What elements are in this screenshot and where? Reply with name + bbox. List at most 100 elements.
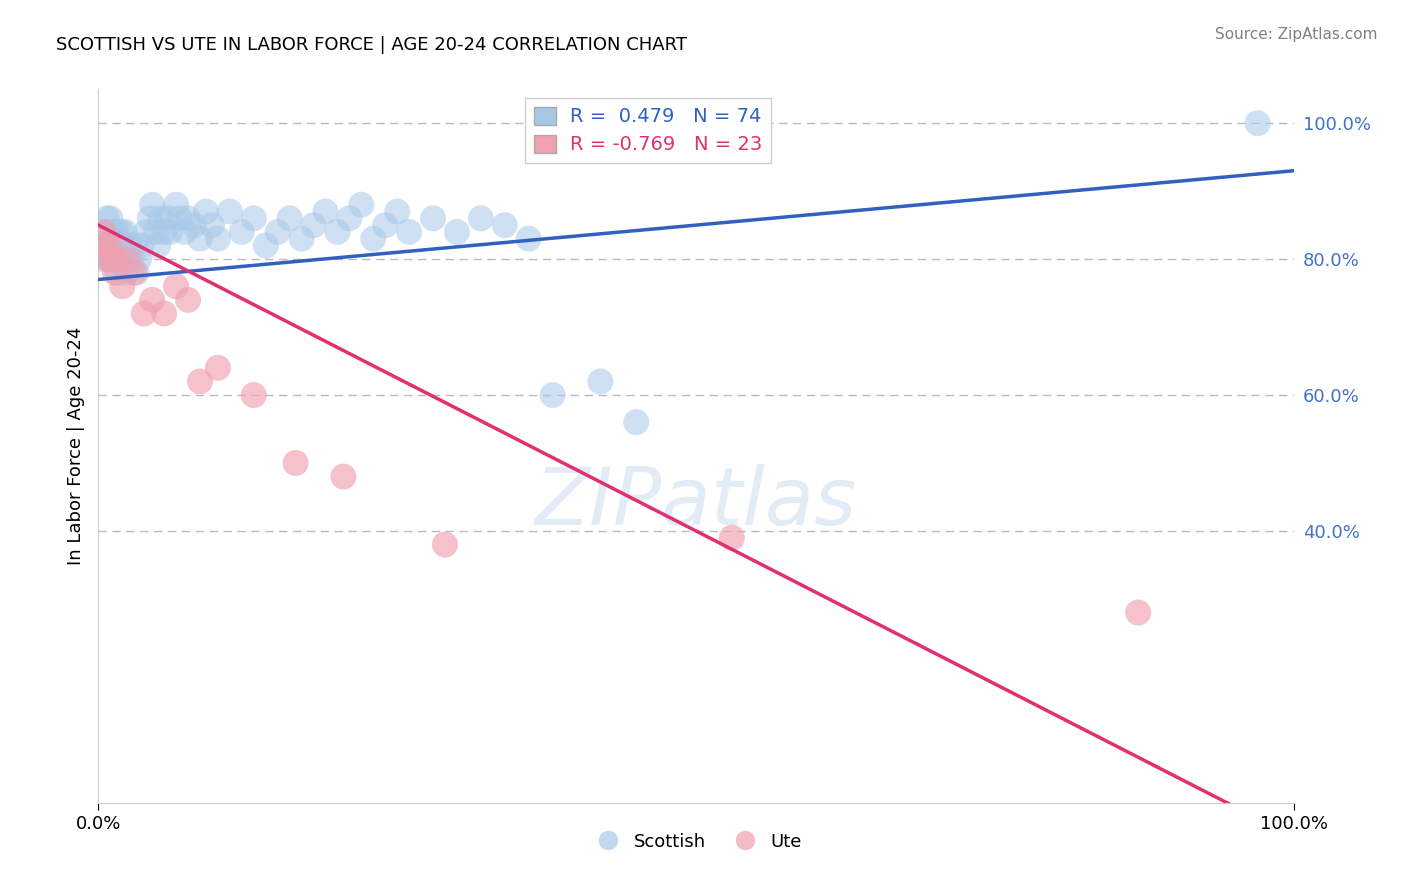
Point bbox=[326, 225, 349, 239]
Point bbox=[159, 225, 181, 239]
Point bbox=[107, 252, 129, 266]
Point bbox=[332, 469, 354, 483]
Point bbox=[721, 531, 744, 545]
Point bbox=[165, 279, 187, 293]
Point bbox=[105, 225, 128, 239]
Point bbox=[315, 204, 337, 219]
Point bbox=[188, 232, 211, 246]
Point bbox=[107, 266, 129, 280]
Point bbox=[115, 266, 138, 280]
Point bbox=[517, 232, 540, 246]
Point bbox=[141, 198, 163, 212]
Point bbox=[98, 238, 122, 252]
Point bbox=[128, 252, 150, 266]
Point bbox=[105, 238, 128, 252]
Point bbox=[117, 252, 139, 266]
Point bbox=[94, 238, 117, 252]
Text: SCOTTISH VS UTE IN LABOR FORCE | AGE 20-24 CORRELATION CHART: SCOTTISH VS UTE IN LABOR FORCE | AGE 20-… bbox=[56, 36, 688, 54]
Point bbox=[107, 252, 129, 266]
Point bbox=[104, 225, 127, 239]
Point bbox=[97, 252, 120, 266]
Point bbox=[350, 198, 373, 212]
Point bbox=[267, 225, 290, 239]
Point bbox=[153, 225, 176, 239]
Point bbox=[153, 306, 176, 320]
Point bbox=[98, 238, 121, 252]
Point bbox=[98, 225, 122, 239]
Point bbox=[98, 252, 122, 266]
Point bbox=[177, 211, 200, 226]
Point bbox=[91, 252, 114, 266]
Point bbox=[243, 388, 266, 402]
Point bbox=[108, 238, 131, 252]
Point bbox=[97, 252, 120, 266]
Point bbox=[98, 238, 122, 252]
Point bbox=[131, 238, 153, 252]
Point bbox=[284, 456, 307, 470]
Point bbox=[188, 375, 211, 389]
Point bbox=[112, 238, 135, 252]
Text: ZIPatlas: ZIPatlas bbox=[534, 464, 858, 542]
Point bbox=[243, 211, 266, 226]
Point bbox=[139, 211, 162, 226]
Point bbox=[125, 266, 148, 280]
Point bbox=[589, 375, 612, 389]
Point bbox=[177, 293, 200, 307]
Point bbox=[434, 537, 457, 551]
Point bbox=[156, 211, 179, 226]
Point bbox=[94, 225, 117, 239]
Point bbox=[1247, 116, 1270, 130]
Point bbox=[374, 218, 396, 232]
Point bbox=[103, 238, 125, 252]
Point bbox=[494, 218, 516, 232]
Point bbox=[363, 232, 385, 246]
Point bbox=[141, 293, 163, 307]
Point bbox=[132, 306, 155, 320]
Point bbox=[145, 225, 167, 239]
Point bbox=[278, 211, 301, 226]
Point bbox=[98, 211, 122, 226]
Point bbox=[385, 204, 409, 219]
Point bbox=[110, 225, 132, 239]
Point bbox=[111, 279, 134, 293]
Point bbox=[91, 225, 114, 239]
Legend: Scottish, Ute: Scottish, Ute bbox=[583, 826, 808, 858]
Point bbox=[207, 360, 229, 375]
Point bbox=[398, 225, 420, 239]
Point bbox=[339, 211, 361, 226]
Point bbox=[422, 211, 444, 226]
Point bbox=[114, 225, 136, 239]
Point bbox=[165, 198, 187, 212]
Point bbox=[302, 218, 325, 232]
Point bbox=[135, 225, 157, 239]
Point bbox=[207, 232, 229, 246]
Point bbox=[291, 232, 314, 246]
Point bbox=[124, 238, 146, 252]
Point bbox=[117, 252, 139, 266]
Point bbox=[231, 225, 253, 239]
Point bbox=[219, 204, 242, 219]
Point bbox=[201, 218, 224, 232]
Point bbox=[195, 204, 218, 219]
Point bbox=[101, 252, 124, 266]
Point bbox=[169, 211, 191, 226]
Point bbox=[121, 252, 143, 266]
Point bbox=[149, 211, 172, 226]
Point bbox=[173, 225, 195, 239]
Point bbox=[470, 211, 492, 226]
Point bbox=[446, 225, 468, 239]
Point bbox=[104, 266, 127, 280]
Point bbox=[96, 211, 118, 226]
Point bbox=[93, 238, 115, 252]
Point bbox=[111, 252, 134, 266]
Point bbox=[183, 218, 205, 232]
Point bbox=[118, 238, 141, 252]
Point bbox=[148, 238, 170, 252]
Point bbox=[626, 415, 648, 429]
Point bbox=[105, 252, 128, 266]
Point bbox=[541, 388, 564, 402]
Y-axis label: In Labor Force | Age 20-24: In Labor Force | Age 20-24 bbox=[66, 326, 84, 566]
Point bbox=[1128, 606, 1150, 620]
Text: Source: ZipAtlas.com: Source: ZipAtlas.com bbox=[1215, 27, 1378, 42]
Point bbox=[254, 238, 277, 252]
